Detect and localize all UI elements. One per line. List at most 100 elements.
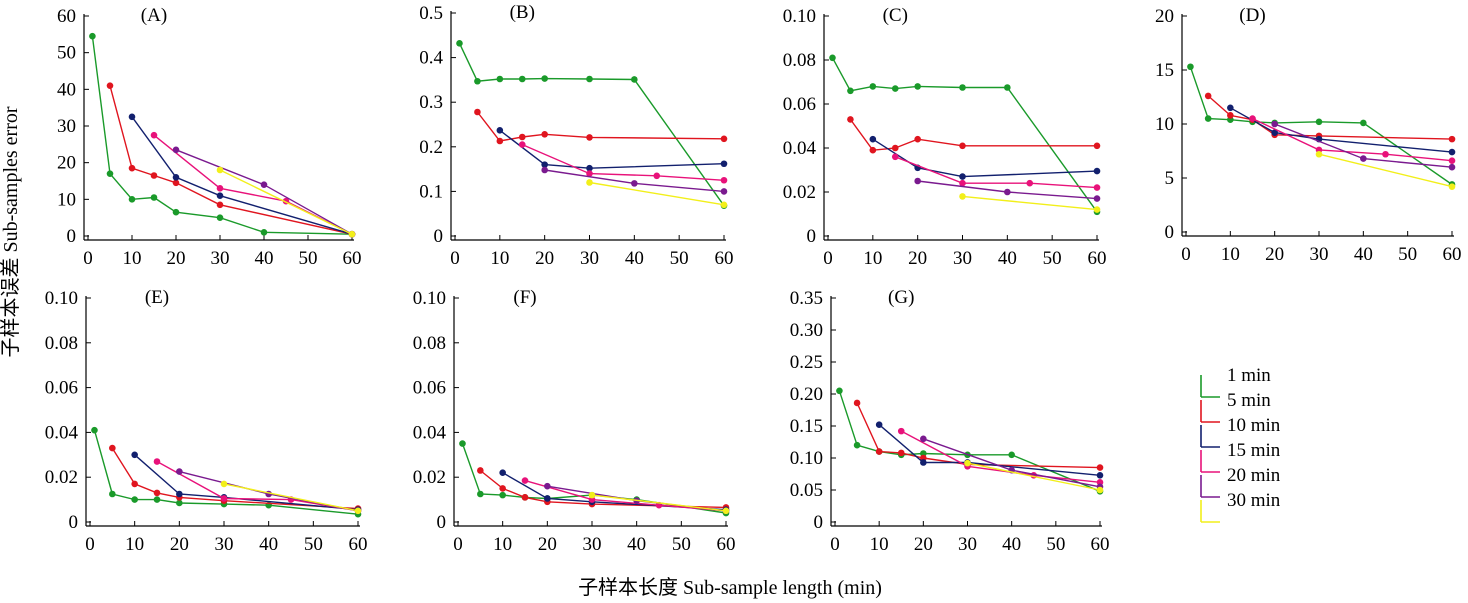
- data-point-20-min: [172, 146, 180, 154]
- data-point-5-min: [153, 489, 161, 497]
- data-point-15-min: [1093, 184, 1101, 191]
- y-tick-label: 0: [67, 226, 77, 247]
- panel-e: 0 0.02 0.04 0.06 0.08 0.10 0 10 20 30 40 50 60 (E): [45, 287, 368, 555]
- y-tick-label: 50: [57, 43, 76, 64]
- data-point-1-min: [176, 499, 183, 507]
- data-point-15-min: [586, 170, 593, 177]
- x-tick-label: 60: [1091, 534, 1110, 555]
- data-point-15-min: [1249, 115, 1256, 122]
- series-line-1-min: [838, 390, 1101, 492]
- series-line-1-min: [93, 430, 359, 515]
- series-line-10-min: [134, 454, 359, 511]
- panel-label: (B): [510, 2, 535, 23]
- x-tick-label: 60: [349, 534, 368, 555]
- data-point-10-min: [172, 174, 180, 181]
- data-point-15-min: [653, 172, 661, 180]
- y-tick-label: 0.30: [790, 320, 823, 341]
- data-point-10-min: [176, 490, 183, 498]
- x-tick-label: 60: [343, 248, 362, 269]
- y-tick-label: 0.35: [790, 288, 823, 309]
- data-point-1-min: [91, 426, 98, 434]
- y-tick-label: 0.06: [783, 94, 816, 115]
- data-point-20-min: [260, 181, 268, 188]
- data-point-5-min: [521, 494, 529, 501]
- y-tick-label: 0.10: [45, 288, 78, 309]
- data-point-30-min: [1093, 206, 1101, 213]
- series-line-30-min: [962, 195, 1098, 211]
- data-point-1-min: [153, 496, 161, 503]
- y-tick-label: 0.10: [413, 288, 446, 309]
- data-point-5-min: [518, 133, 526, 141]
- series-line-5-min: [479, 469, 727, 509]
- y-tick-label: 0.05: [790, 480, 823, 501]
- data-point-30-min: [588, 491, 596, 499]
- data-point-1-min: [456, 40, 463, 47]
- x-tick-label: 20: [914, 534, 933, 555]
- data-point-1-min: [1008, 451, 1015, 459]
- data-point-10-min: [216, 192, 224, 199]
- x-tick-label: 0: [83, 248, 93, 269]
- series-line-5-min: [476, 111, 725, 142]
- data-point-15-min: [220, 495, 228, 502]
- y-axis-label: 子样本误差 Sub-samples error: [0, 106, 22, 357]
- data-point-1-min: [914, 83, 921, 90]
- x-tick-label: 50: [1398, 244, 1417, 265]
- data-point-5-min: [1448, 135, 1456, 143]
- series-line-5-min: [849, 118, 1097, 151]
- series-line-10-min: [878, 424, 1101, 476]
- data-point-5-min: [959, 142, 966, 150]
- x-tick-label: 40: [1002, 534, 1021, 555]
- panel-label: (F): [513, 287, 536, 308]
- x-tick-label: 60: [715, 248, 734, 269]
- data-point-10-min: [586, 164, 593, 172]
- data-point-30-min: [964, 459, 971, 467]
- y-tick-label: 60: [57, 6, 76, 27]
- data-point-20-min: [1360, 155, 1367, 162]
- series-line-15-min: [522, 143, 725, 181]
- y-tick-label: 0.02: [413, 467, 446, 488]
- series-line-10-min: [872, 138, 1098, 178]
- x-tick-label: 30: [580, 248, 599, 269]
- data-point-5-min: [1096, 464, 1104, 471]
- series-line-5-min: [1207, 95, 1453, 140]
- data-point-10-min: [544, 495, 551, 502]
- panel-label: (E): [145, 287, 169, 308]
- data-point-20-min: [544, 482, 551, 490]
- data-point-15-min: [959, 179, 966, 187]
- y-tick-label: 10: [57, 189, 76, 210]
- data-point-1-min: [477, 490, 484, 498]
- data-point-5-min: [586, 134, 593, 141]
- x-tick-label: 30: [215, 534, 234, 555]
- y-tick-label: 0.08: [783, 50, 816, 71]
- data-point-1-min: [260, 229, 268, 236]
- series-line-15-min: [900, 430, 1101, 483]
- x-tick-label: 0: [85, 534, 95, 555]
- data-point-1-min: [1315, 118, 1323, 126]
- data-point-1-min: [109, 490, 116, 498]
- data-point-5-min: [720, 135, 728, 143]
- data-point-10-min: [541, 161, 548, 168]
- data-point-5-min: [897, 449, 905, 457]
- x-tick-label: 20: [170, 534, 189, 555]
- data-point-5-min: [869, 146, 877, 154]
- data-point-15-min: [1382, 150, 1389, 158]
- data-point-10-min: [1227, 104, 1234, 112]
- data-point-5-min: [541, 131, 548, 138]
- y-tick-label: 0: [807, 226, 817, 247]
- y-tick-label: 0.5: [419, 3, 443, 24]
- panel-label: (A): [141, 5, 167, 26]
- legend-item: 5 min: [1200, 390, 1271, 423]
- data-point-30-min: [348, 230, 356, 238]
- y-tick-label: 0.2: [419, 137, 443, 158]
- data-point-1-min: [496, 75, 504, 83]
- series-line-1-min: [458, 43, 725, 207]
- y-tick-label: 0: [814, 512, 824, 533]
- x-tick-label: 30: [211, 248, 230, 269]
- x-tick-label: 0: [830, 534, 840, 555]
- data-point-5-min: [1093, 142, 1101, 150]
- x-tick-label: 0: [823, 248, 833, 269]
- series-line-1-min: [91, 36, 353, 235]
- data-point-5-min: [1227, 112, 1234, 119]
- data-point-20-min: [1271, 120, 1278, 128]
